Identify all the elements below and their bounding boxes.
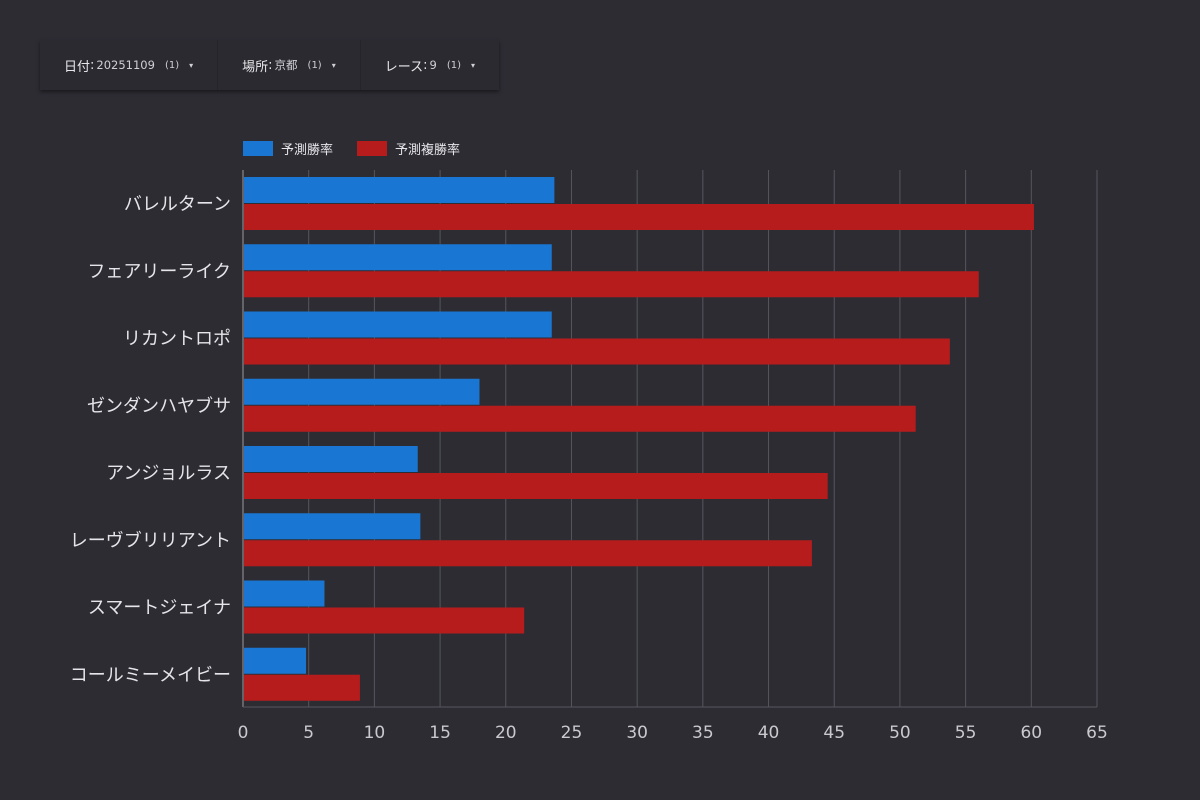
chevron-down-icon: ▾ bbox=[331, 60, 336, 70]
bar-0-5 bbox=[244, 513, 421, 540]
bar-1-6 bbox=[244, 607, 525, 634]
category-label-5: レーヴブリリアント bbox=[70, 529, 231, 551]
filter-venue-key: 場所 bbox=[242, 59, 269, 75]
legend-swatch-win bbox=[243, 141, 273, 156]
x-tick-label-30: 30 bbox=[626, 723, 648, 743]
filter-date-key: 日付 bbox=[64, 59, 91, 75]
x-tick-label-50: 50 bbox=[889, 723, 911, 743]
bar-1-3 bbox=[244, 405, 916, 432]
bar-0-2 bbox=[244, 311, 552, 338]
category-label-4: アンジョルラス bbox=[106, 463, 231, 484]
bar-0-3 bbox=[244, 378, 480, 405]
x-tick-label-15: 15 bbox=[429, 723, 451, 743]
x-tick-label-0: 0 bbox=[238, 723, 249, 743]
chart-legend: 予測勝率 予測複勝率 bbox=[243, 139, 484, 158]
filter-date-value: 20251109 bbox=[96, 58, 155, 72]
x-tick-label-5: 5 bbox=[303, 723, 314, 743]
x-tick-label-65: 65 bbox=[1086, 723, 1108, 743]
filter-venue-value: 京都 bbox=[274, 58, 298, 72]
x-tick-label-35: 35 bbox=[692, 723, 714, 743]
chevron-down-icon: ▾ bbox=[470, 60, 475, 70]
bar-1-1 bbox=[244, 271, 979, 298]
bar-0-4 bbox=[244, 446, 418, 472]
chevron-down-icon: ▾ bbox=[189, 60, 194, 70]
filter-race-key: レース bbox=[384, 59, 424, 75]
x-tick-label-20: 20 bbox=[495, 723, 517, 743]
x-tick-label-25: 25 bbox=[561, 723, 583, 743]
category-label-3: ゼンダンハヤブサ bbox=[87, 395, 231, 417]
filter-date[interactable]: 日付: 20251109 (1) ▾ bbox=[40, 40, 219, 90]
x-tick-label-45: 45 bbox=[823, 723, 845, 743]
legend-item-win[interactable]: 予測勝率 bbox=[243, 139, 333, 158]
filter-venue-count: (1) bbox=[307, 59, 322, 71]
category-label-6: スマートジェイナ bbox=[88, 598, 231, 619]
filter-date-count: (1) bbox=[164, 59, 180, 71]
x-tick-label-40: 40 bbox=[758, 723, 780, 743]
filter-venue[interactable]: 場所: 京都 (1) ▾ bbox=[218, 40, 361, 90]
legend-swatch-place bbox=[357, 141, 388, 156]
category-label-0: バレルターン bbox=[124, 194, 231, 215]
bar-1-4 bbox=[244, 473, 828, 499]
bar-0-0 bbox=[244, 177, 555, 203]
category-label-1: フェアリーライク bbox=[87, 261, 231, 282]
filter-race[interactable]: レース: 9 (1) ▾ bbox=[384, 57, 475, 75]
filter-race-value: 9 bbox=[429, 58, 437, 72]
bar-0-1 bbox=[244, 244, 552, 271]
bar-1-0 bbox=[244, 204, 1034, 230]
filter-race-count: (1) bbox=[446, 59, 461, 71]
x-tick-label-60: 60 bbox=[1020, 723, 1042, 743]
bar-0-6 bbox=[244, 580, 325, 607]
bar-0-7 bbox=[244, 647, 307, 674]
bar-1-5 bbox=[244, 540, 812, 567]
bar-1-7 bbox=[244, 674, 360, 701]
x-tick-label-55: 55 bbox=[955, 723, 977, 743]
x-tick-label-10: 10 bbox=[364, 723, 386, 743]
category-label-2: リカントロポ bbox=[123, 329, 231, 350]
legend-label-place: 予測複勝率 bbox=[395, 143, 461, 158]
bar-1-2 bbox=[244, 338, 950, 365]
legend-label-win: 予測勝率 bbox=[281, 143, 334, 158]
filter-bar: 日付: 20251109 (1) ▾ 場所: 京都 (1) ▾ レース: 9 (… bbox=[40, 40, 499, 90]
category-label-7: コールミーメイビー bbox=[70, 665, 231, 686]
legend-item-place[interactable]: 予測複勝率 bbox=[357, 139, 460, 158]
